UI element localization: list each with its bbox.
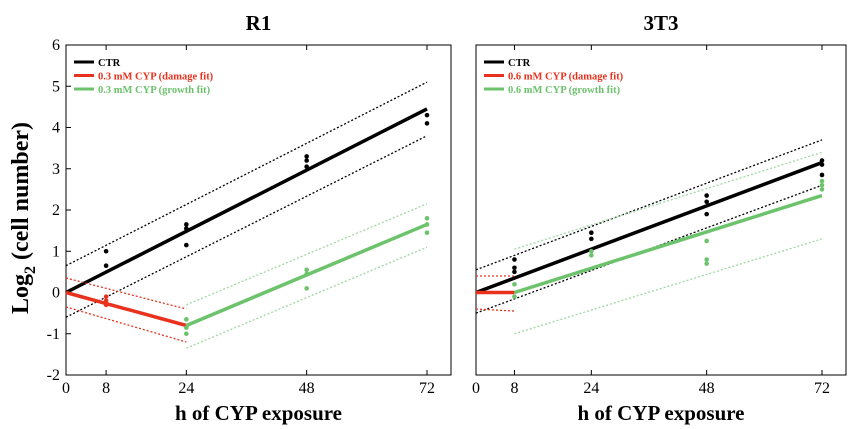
ci-upper-line (65, 81, 428, 267)
data-point (704, 257, 709, 262)
legend-label: CTR (98, 58, 121, 69)
data-point (512, 269, 517, 275)
data-point (589, 230, 594, 235)
data-point (819, 178, 825, 184)
x-tick-label: 72 (419, 380, 435, 397)
ci-upper-line (186, 203, 428, 306)
data-point (589, 236, 594, 242)
data-point (184, 226, 189, 231)
x-tick-label: 24 (583, 380, 599, 397)
x-tick-label: 0 (472, 380, 480, 397)
plot-frame (475, 44, 847, 376)
data-point (704, 199, 709, 205)
y-tick-label: -2 (47, 367, 60, 384)
data-point (424, 222, 430, 227)
data-point (103, 263, 109, 268)
data-point (304, 286, 309, 291)
x-axis-label: h of CYP exposure (175, 401, 342, 425)
y-tick-label: 6 (52, 37, 60, 54)
y-tick-label: 3 (52, 161, 60, 178)
ci-lower-line (65, 135, 428, 318)
data-point (424, 215, 430, 221)
fit-line (475, 160, 823, 295)
data-point (819, 172, 825, 178)
data-point (512, 257, 517, 262)
data-point (304, 164, 309, 169)
x-tick-label: 72 (814, 380, 830, 397)
data-point (589, 248, 594, 254)
ci-upper-line (475, 139, 823, 271)
ci-lower-line (65, 306, 187, 343)
data-point (103, 248, 109, 254)
y-tick-label: 5 (52, 78, 60, 95)
ci-lower-line (475, 308, 515, 312)
x-tick-label: 24 (178, 380, 194, 397)
data-point (304, 267, 309, 273)
x-tick-label: 48 (299, 380, 315, 397)
panel-3t3: 3T3 h of CYP exposure 0 8 24 48 72 CTR 0.6 mM CY… (472, 11, 847, 425)
fit-line (65, 290, 187, 328)
y-tick-label: -1 (47, 326, 60, 343)
ci-upper-line (514, 151, 823, 250)
panel-r1: R1 h of CYP exposure 0 8 24 48 72 -2 -1 0 1 2 3 4 5 6 CT… (47, 11, 452, 425)
data-point (704, 193, 709, 198)
y-tick-label: 2 (52, 202, 60, 219)
data-point (184, 242, 189, 248)
y-tick-label: 1 (52, 243, 60, 260)
data-point (819, 187, 825, 192)
y-tick-label: 0 (52, 285, 60, 302)
x-axis-label: h of CYP exposure (577, 401, 744, 425)
data-point (184, 222, 189, 227)
data-point (304, 158, 309, 163)
data-point (103, 294, 109, 299)
ci-upper-line (65, 277, 187, 310)
data-point (704, 261, 709, 266)
data-point (304, 271, 309, 277)
data-point (103, 298, 109, 304)
x-tick-label: 0 (62, 380, 70, 397)
data-point (424, 121, 430, 126)
data-point (424, 112, 430, 118)
panel-title: R1 (246, 11, 272, 35)
ci-lower-line (186, 246, 428, 349)
data-point (103, 302, 109, 308)
legend-label: CTR (508, 58, 531, 69)
data-point (589, 253, 594, 258)
data-point (819, 182, 825, 188)
data-point (819, 162, 825, 167)
data-point (819, 158, 825, 163)
panel-title: 3T3 (643, 11, 678, 35)
y-axis-label: Log2 (cell number) (8, 122, 39, 314)
y-tick-label: 4 (52, 120, 60, 137)
ci-lower-line (514, 238, 823, 335)
data-point (704, 211, 709, 217)
legend-label: 0.6 mM CYP (growth fit) (508, 85, 621, 96)
fit-line (513, 193, 823, 295)
data-point (184, 325, 189, 330)
fit-line (65, 107, 428, 295)
legend-label: 0.3 mM CYP (growth fit) (98, 85, 211, 96)
x-tick-label: 48 (699, 380, 715, 397)
x-tick-label: 8 (510, 380, 518, 397)
data-point (512, 265, 517, 271)
legend-label: 0.3 mM CYP (damage fit) (98, 72, 214, 83)
data-point (424, 230, 430, 235)
data-point (512, 294, 517, 299)
x-tick-label: 8 (102, 380, 110, 397)
data-point (184, 317, 189, 322)
data-point (304, 154, 309, 159)
data-point (512, 281, 517, 287)
data-point (704, 238, 709, 244)
data-point (184, 331, 189, 337)
legend-label: 0.6 mM CYP (damage fit) (508, 72, 624, 83)
